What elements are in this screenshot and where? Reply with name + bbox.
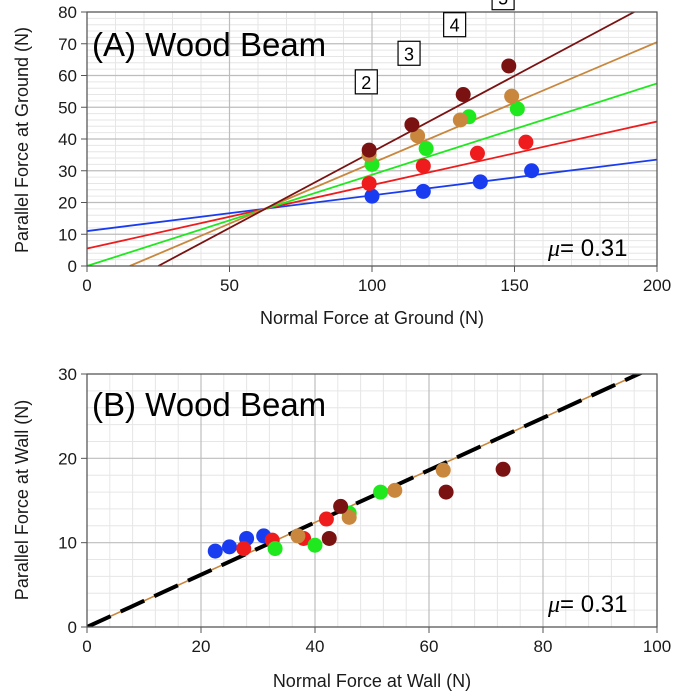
red-data-point xyxy=(236,541,252,557)
trial-label-box xyxy=(491,0,515,11)
panel-a-x-axis-label: Normal Force at Ground (N) xyxy=(260,308,484,328)
x-tick-label: 40 xyxy=(306,637,325,656)
x-tick-label: 50 xyxy=(220,276,239,295)
blue-data-point xyxy=(524,163,540,179)
trial-label-box xyxy=(354,69,378,95)
blue-data-point xyxy=(472,174,488,190)
maroon-data-point xyxy=(361,142,377,158)
trial-label-box xyxy=(443,12,467,38)
panel-a-points xyxy=(361,58,540,204)
tan-data-point xyxy=(387,482,403,498)
x-tick-label: 60 xyxy=(420,637,439,656)
panel-b-x-axis-label: Normal Force at Wall (N) xyxy=(273,671,471,691)
maroon-data-point xyxy=(333,498,349,514)
panel-b-ticks: 0 20 40 60 80 100 0 10 20 30 xyxy=(58,365,671,656)
blue-data-point xyxy=(415,183,431,199)
panel-a-mu-annotation: μ= 0.31 xyxy=(547,235,627,262)
panel-b-grid xyxy=(86,373,658,628)
x-tick-label: 200 xyxy=(643,276,671,295)
y-tick-label: 0 xyxy=(68,618,77,637)
y-tick-label: 80 xyxy=(58,3,77,22)
green-data-point xyxy=(373,484,389,500)
trial-label: 4 xyxy=(450,16,460,36)
panel-a-ticks: 0 50 100 150 200 0 10 20 30 40 50 60 70 80 xyxy=(58,3,671,295)
reference-dashed-line xyxy=(87,374,644,627)
green-data-point xyxy=(509,101,525,117)
red-data-point xyxy=(518,134,534,150)
tan-fit-line xyxy=(129,41,657,266)
x-tick-label: 20 xyxy=(192,637,211,656)
y-tick-label: 0 xyxy=(68,257,77,276)
y-tick-label: 10 xyxy=(58,534,77,553)
x-tick-label: 0 xyxy=(82,276,91,295)
red-data-point xyxy=(318,511,334,527)
x-tick-label: 0 xyxy=(82,637,91,656)
maroon-data-point xyxy=(455,87,471,103)
maroon-data-point xyxy=(438,484,454,500)
tan-data-point xyxy=(435,462,451,478)
y-tick-label: 20 xyxy=(58,194,77,213)
x-tick-label: 100 xyxy=(643,637,671,656)
tan-data-point xyxy=(504,88,520,104)
trial-label: 2 xyxy=(361,73,371,93)
green-fit-line xyxy=(87,82,657,266)
tan-data-point xyxy=(452,112,468,128)
blue-data-point xyxy=(207,543,223,559)
panel-a-trial-labels: 2 3 4 5 xyxy=(354,0,515,95)
panel-b: 0 20 40 60 80 100 0 10 20 30 (B) Wood Beam μ= 0.3… xyxy=(12,365,671,691)
green-data-point xyxy=(267,541,283,557)
green-data-point xyxy=(307,537,323,553)
tan-data-point xyxy=(410,128,426,144)
trial-label: 3 xyxy=(404,44,414,64)
maroon-data-point xyxy=(495,461,511,477)
green-data-point xyxy=(418,141,434,157)
maroon-data-point xyxy=(321,530,337,546)
trial-label-box xyxy=(397,40,421,66)
y-tick-label: 40 xyxy=(58,130,77,149)
y-tick-label: 20 xyxy=(58,449,77,468)
y-tick-label: 70 xyxy=(58,35,77,54)
maroon-fit-line xyxy=(157,12,635,266)
panel-b-title: (B) Wood Beam xyxy=(92,386,326,423)
y-tick-label: 50 xyxy=(58,98,77,117)
red-data-point xyxy=(469,145,485,161)
panel-b-frame xyxy=(86,373,658,628)
x-tick-label: 150 xyxy=(500,276,528,295)
y-tick-label: 30 xyxy=(58,365,77,384)
tan-data-point xyxy=(341,509,357,525)
panel-a-y-axis-label: Parallel Force at Ground (N) xyxy=(12,27,32,253)
panel-a-title: (A) Wood Beam xyxy=(92,26,326,63)
maroon-data-point xyxy=(501,58,517,74)
blue-data-point xyxy=(222,539,237,555)
maroon-data-point xyxy=(404,117,420,133)
panel-a: 0 50 100 150 200 0 10 20 30 40 50 60 70 80 2 3 4 5 (A) W… xyxy=(12,0,671,328)
panel-b-plot-area xyxy=(87,374,657,627)
x-tick-label: 100 xyxy=(358,276,386,295)
blue-data-point xyxy=(364,188,380,204)
panel-b-reference-line xyxy=(87,374,644,627)
y-tick-label: 30 xyxy=(58,162,77,181)
panel-b-mu-annotation: μ= 0.31 xyxy=(547,591,627,618)
red-data-point xyxy=(415,158,431,174)
x-tick-label: 80 xyxy=(534,637,553,656)
panel-b-points xyxy=(207,461,511,559)
trial-label: 5 xyxy=(498,0,508,9)
y-tick-label: 10 xyxy=(58,225,77,244)
panel-b-y-axis-label: Parallel Force at Wall (N) xyxy=(12,400,32,600)
tan-data-point xyxy=(290,528,306,544)
red-data-point xyxy=(361,175,377,191)
y-tick-label: 60 xyxy=(58,67,77,86)
